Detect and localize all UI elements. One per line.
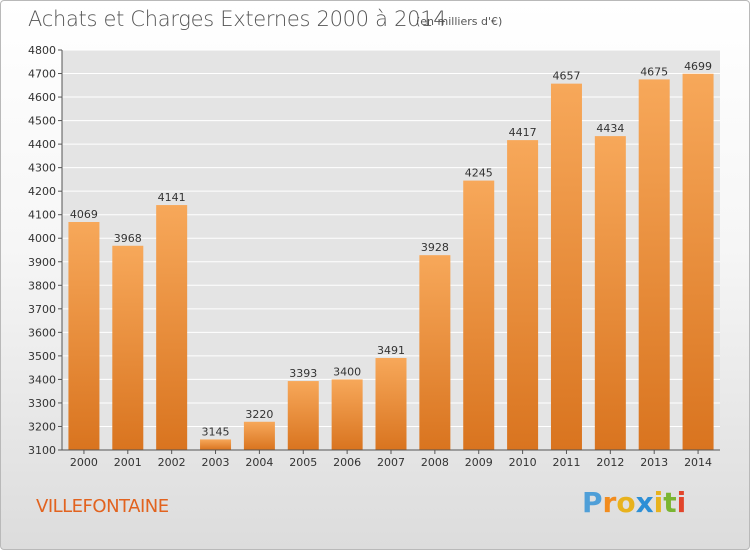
- data-label-2000: 4069: [70, 208, 98, 221]
- y-tick-label: 4000: [28, 232, 56, 245]
- logo-letter: o: [616, 486, 636, 519]
- y-tick-label: 4200: [28, 185, 56, 198]
- logo-letter: i: [653, 486, 664, 519]
- data-label-2007: 3491: [377, 344, 405, 357]
- y-axis-ticks: 3100 3200 3300 3400 3500 3600 3700 3800 3900 4000…: [28, 44, 62, 457]
- data-label-2008: 3928: [421, 241, 449, 254]
- data-label-2001: 3968: [114, 232, 142, 245]
- bar-2002: [156, 205, 188, 450]
- data-label-2011: 4657: [552, 70, 580, 83]
- bar-2011: [550, 83, 582, 450]
- data-labels: 4069 3968 4141 3145 3220 3393 3400 3491 3928 4245…: [70, 60, 712, 439]
- data-label-2003: 3145: [202, 425, 230, 438]
- y-tick-label: 3800: [28, 279, 56, 292]
- y-tick-label: 4400: [28, 138, 56, 151]
- x-tick-label-2006: 2006: [333, 456, 361, 469]
- x-tick-label-2012: 2012: [596, 456, 624, 469]
- logo-letter: r: [602, 486, 617, 519]
- y-tick-label: 3900: [28, 256, 56, 269]
- y-tick-label: 3400: [28, 373, 56, 386]
- y-tick-label: 4800: [28, 44, 56, 57]
- bar-2004: [243, 421, 275, 450]
- logo-letter: t: [663, 486, 677, 519]
- bar-2000: [68, 222, 100, 450]
- data-label-2009: 4245: [465, 167, 493, 180]
- bar-2003: [200, 439, 232, 450]
- data-label-2004: 3220: [245, 408, 273, 421]
- y-tick-label: 3200: [28, 420, 56, 433]
- y-tick-label: 3300: [28, 397, 56, 410]
- bar-2013: [638, 79, 670, 450]
- logo-letter: i: [676, 486, 687, 519]
- bar-2007: [375, 358, 407, 450]
- bar-2005: [287, 381, 319, 450]
- x-tick-label-2007: 2007: [377, 456, 405, 469]
- data-label-2010: 4417: [509, 126, 537, 139]
- x-tick-label-2013: 2013: [640, 456, 668, 469]
- x-tick-label-2011: 2011: [552, 456, 580, 469]
- x-tick-label-2009: 2009: [465, 456, 493, 469]
- bar-2006: [331, 379, 363, 450]
- bar-2009: [463, 180, 495, 450]
- data-label-2002: 4141: [158, 191, 186, 204]
- x-tick-label-2010: 2010: [509, 456, 537, 469]
- x-tick-label-2005: 2005: [289, 456, 317, 469]
- x-tick-label-2014: 2014: [684, 456, 712, 469]
- y-tick-label: 4600: [28, 91, 56, 104]
- data-label-2012: 4434: [596, 122, 624, 135]
- bar-2014: [682, 73, 714, 450]
- x-tick-label-2008: 2008: [421, 456, 449, 469]
- chart-title: Achats et Charges Externes 2000 à 2014: [28, 7, 447, 31]
- x-tick-label-2000: 2000: [70, 456, 98, 469]
- bars: [68, 73, 714, 450]
- x-axis-ticks: 2000 2001 2002 2003 2004 2005 2006 2007 2008 2009…: [70, 450, 712, 469]
- y-tick-label: 4300: [28, 162, 56, 175]
- data-label-2005: 3393: [289, 367, 317, 380]
- data-label-2013: 4675: [640, 65, 668, 78]
- chart-subtitle: (en milliers d'€): [416, 15, 503, 28]
- bar-2008: [419, 255, 451, 450]
- proxiti-logo[interactable]: Proxiti: [582, 486, 686, 519]
- y-tick-label: 4500: [28, 115, 56, 128]
- bar-2001: [112, 245, 144, 450]
- place-name: VILLEFONTAINE: [36, 496, 169, 517]
- logo-letter: P: [582, 486, 603, 519]
- bar-2010: [507, 140, 539, 450]
- data-label-2006: 3400: [333, 365, 361, 378]
- x-tick-label-2001: 2001: [114, 456, 142, 469]
- y-tick-label: 3600: [28, 326, 56, 339]
- y-tick-label: 4100: [28, 209, 56, 222]
- bar-2012: [594, 136, 626, 450]
- y-tick-label: 3700: [28, 303, 56, 316]
- data-label-2014: 4699: [684, 60, 712, 73]
- logo-letter: x: [635, 486, 654, 519]
- y-tick-label: 3500: [28, 350, 56, 363]
- x-tick-label-2003: 2003: [202, 456, 230, 469]
- y-tick-label: 4700: [28, 68, 56, 81]
- y-tick-label: 3100: [28, 444, 56, 457]
- x-tick-label-2004: 2004: [245, 456, 273, 469]
- x-tick-label-2002: 2002: [158, 456, 186, 469]
